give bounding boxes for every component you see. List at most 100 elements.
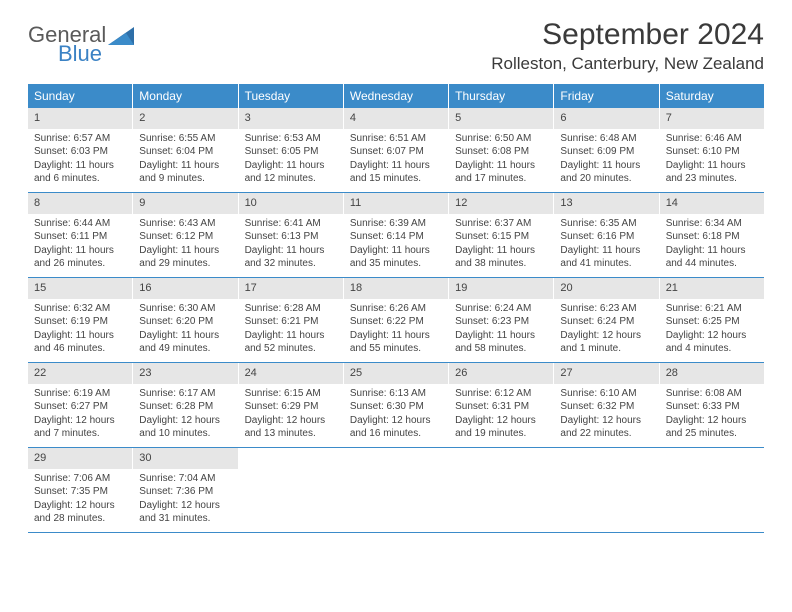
daylight: Daylight: 11 hours and 49 minutes. xyxy=(139,329,231,356)
day-body: Sunrise: 6:48 AMSunset: 6:09 PMDaylight:… xyxy=(554,129,658,192)
calendar: SundayMondayTuesdayWednesdayThursdayFrid… xyxy=(28,84,764,533)
day-body: Sunrise: 6:44 AMSunset: 6:11 PMDaylight:… xyxy=(28,214,132,277)
weekday-header: Friday xyxy=(554,84,659,108)
day-number: 12 xyxy=(449,193,553,214)
day-cell: 17Sunrise: 6:28 AMSunset: 6:21 PMDayligh… xyxy=(239,278,344,362)
day-number: 3 xyxy=(239,108,343,129)
day-body: Sunrise: 6:39 AMSunset: 6:14 PMDaylight:… xyxy=(344,214,448,277)
day-body: Sunrise: 6:43 AMSunset: 6:12 PMDaylight:… xyxy=(133,214,237,277)
day-cell: 30Sunrise: 7:04 AMSunset: 7:36 PMDayligh… xyxy=(133,448,238,532)
day-cell: 24Sunrise: 6:15 AMSunset: 6:29 PMDayligh… xyxy=(239,363,344,447)
day-body: Sunrise: 6:50 AMSunset: 6:08 PMDaylight:… xyxy=(449,129,553,192)
day-number: 5 xyxy=(449,108,553,129)
day-body: Sunrise: 6:57 AMSunset: 6:03 PMDaylight:… xyxy=(28,129,132,192)
day-number: 30 xyxy=(133,448,237,469)
sunset: Sunset: 6:14 PM xyxy=(350,230,442,244)
sunset: Sunset: 6:30 PM xyxy=(350,400,442,414)
sunset: Sunset: 7:35 PM xyxy=(34,485,126,499)
day-number: 8 xyxy=(28,193,132,214)
day-body: Sunrise: 6:13 AMSunset: 6:30 PMDaylight:… xyxy=(344,384,448,447)
daylight: Daylight: 11 hours and 46 minutes. xyxy=(34,329,126,356)
daylight: Daylight: 11 hours and 17 minutes. xyxy=(455,159,547,186)
sunset: Sunset: 6:31 PM xyxy=(455,400,547,414)
day-body: Sunrise: 6:55 AMSunset: 6:04 PMDaylight:… xyxy=(133,129,237,192)
sunset: Sunset: 6:27 PM xyxy=(34,400,126,414)
day-cell: 1Sunrise: 6:57 AMSunset: 6:03 PMDaylight… xyxy=(28,108,133,192)
day-number: 22 xyxy=(28,363,132,384)
day-cell: 8Sunrise: 6:44 AMSunset: 6:11 PMDaylight… xyxy=(28,193,133,277)
day-cell: 25Sunrise: 6:13 AMSunset: 6:30 PMDayligh… xyxy=(344,363,449,447)
sunset: Sunset: 6:24 PM xyxy=(560,315,652,329)
sunrise: Sunrise: 6:13 AM xyxy=(350,387,442,401)
day-number: 6 xyxy=(554,108,658,129)
logo-text: General Blue xyxy=(28,24,106,65)
weekday-header: Sunday xyxy=(28,84,133,108)
sunrise: Sunrise: 6:35 AM xyxy=(560,217,652,231)
sunset: Sunset: 6:10 PM xyxy=(666,145,758,159)
daylight: Daylight: 12 hours and 22 minutes. xyxy=(560,414,652,441)
week-row: 15Sunrise: 6:32 AMSunset: 6:19 PMDayligh… xyxy=(28,278,764,363)
day-body: Sunrise: 6:08 AMSunset: 6:33 PMDaylight:… xyxy=(660,384,764,447)
day-body: Sunrise: 6:32 AMSunset: 6:19 PMDaylight:… xyxy=(28,299,132,362)
day-body: Sunrise: 6:46 AMSunset: 6:10 PMDaylight:… xyxy=(660,129,764,192)
day-cell: 26Sunrise: 6:12 AMSunset: 6:31 PMDayligh… xyxy=(449,363,554,447)
daylight: Daylight: 11 hours and 15 minutes. xyxy=(350,159,442,186)
day-number: 27 xyxy=(554,363,658,384)
day-cell: 6Sunrise: 6:48 AMSunset: 6:09 PMDaylight… xyxy=(554,108,659,192)
weekday-header: Monday xyxy=(133,84,238,108)
day-cell: 23Sunrise: 6:17 AMSunset: 6:28 PMDayligh… xyxy=(133,363,238,447)
daylight: Daylight: 11 hours and 29 minutes. xyxy=(139,244,231,271)
week-row: 22Sunrise: 6:19 AMSunset: 6:27 PMDayligh… xyxy=(28,363,764,448)
sunrise: Sunrise: 6:26 AM xyxy=(350,302,442,316)
weekday-header: Wednesday xyxy=(344,84,449,108)
sunrise: Sunrise: 6:08 AM xyxy=(666,387,758,401)
day-body: Sunrise: 7:06 AMSunset: 7:35 PMDaylight:… xyxy=(28,469,132,532)
sunrise: Sunrise: 6:21 AM xyxy=(666,302,758,316)
sunset: Sunset: 6:15 PM xyxy=(455,230,547,244)
day-cell: 3Sunrise: 6:53 AMSunset: 6:05 PMDaylight… xyxy=(239,108,344,192)
day-number: 9 xyxy=(133,193,237,214)
day-body: Sunrise: 6:19 AMSunset: 6:27 PMDaylight:… xyxy=(28,384,132,447)
sunrise: Sunrise: 6:55 AM xyxy=(139,132,231,146)
daylight: Daylight: 12 hours and 16 minutes. xyxy=(350,414,442,441)
sunrise: Sunrise: 6:53 AM xyxy=(245,132,337,146)
day-number: 23 xyxy=(133,363,237,384)
sunrise: Sunrise: 6:15 AM xyxy=(245,387,337,401)
day-cell: 21Sunrise: 6:21 AMSunset: 6:25 PMDayligh… xyxy=(660,278,764,362)
daylight: Daylight: 11 hours and 58 minutes. xyxy=(455,329,547,356)
day-number: 20 xyxy=(554,278,658,299)
sunset: Sunset: 6:08 PM xyxy=(455,145,547,159)
day-cell: 14Sunrise: 6:34 AMSunset: 6:18 PMDayligh… xyxy=(660,193,764,277)
daylight: Daylight: 12 hours and 13 minutes. xyxy=(245,414,337,441)
weekday-row: SundayMondayTuesdayWednesdayThursdayFrid… xyxy=(28,84,764,108)
sunrise: Sunrise: 6:34 AM xyxy=(666,217,758,231)
sunset: Sunset: 6:07 PM xyxy=(350,145,442,159)
sunset: Sunset: 6:33 PM xyxy=(666,400,758,414)
daylight: Daylight: 11 hours and 41 minutes. xyxy=(560,244,652,271)
day-number: 19 xyxy=(449,278,553,299)
sunset: Sunset: 6:25 PM xyxy=(666,315,758,329)
sunset: Sunset: 6:13 PM xyxy=(245,230,337,244)
daylight: Daylight: 11 hours and 32 minutes. xyxy=(245,244,337,271)
daylight: Daylight: 12 hours and 7 minutes. xyxy=(34,414,126,441)
day-cell: 16Sunrise: 6:30 AMSunset: 6:20 PMDayligh… xyxy=(133,278,238,362)
day-number: 16 xyxy=(133,278,237,299)
sunset: Sunset: 6:04 PM xyxy=(139,145,231,159)
daylight: Daylight: 11 hours and 44 minutes. xyxy=(666,244,758,271)
day-cell: 19Sunrise: 6:24 AMSunset: 6:23 PMDayligh… xyxy=(449,278,554,362)
sunset: Sunset: 6:19 PM xyxy=(34,315,126,329)
sunset: Sunset: 6:28 PM xyxy=(139,400,231,414)
sunrise: Sunrise: 7:06 AM xyxy=(34,472,126,486)
day-body: Sunrise: 7:04 AMSunset: 7:36 PMDaylight:… xyxy=(133,469,237,532)
day-number: 15 xyxy=(28,278,132,299)
day-cell: 20Sunrise: 6:23 AMSunset: 6:24 PMDayligh… xyxy=(554,278,659,362)
day-body: Sunrise: 6:21 AMSunset: 6:25 PMDaylight:… xyxy=(660,299,764,362)
day-body: Sunrise: 6:24 AMSunset: 6:23 PMDaylight:… xyxy=(449,299,553,362)
sunrise: Sunrise: 6:30 AM xyxy=(139,302,231,316)
header: General Blue September 2024 Rolleston, C… xyxy=(28,18,764,74)
day-cell xyxy=(554,448,659,532)
day-body: Sunrise: 6:26 AMSunset: 6:22 PMDaylight:… xyxy=(344,299,448,362)
day-cell xyxy=(449,448,554,532)
weekday-header: Tuesday xyxy=(239,84,344,108)
sunrise: Sunrise: 6:32 AM xyxy=(34,302,126,316)
